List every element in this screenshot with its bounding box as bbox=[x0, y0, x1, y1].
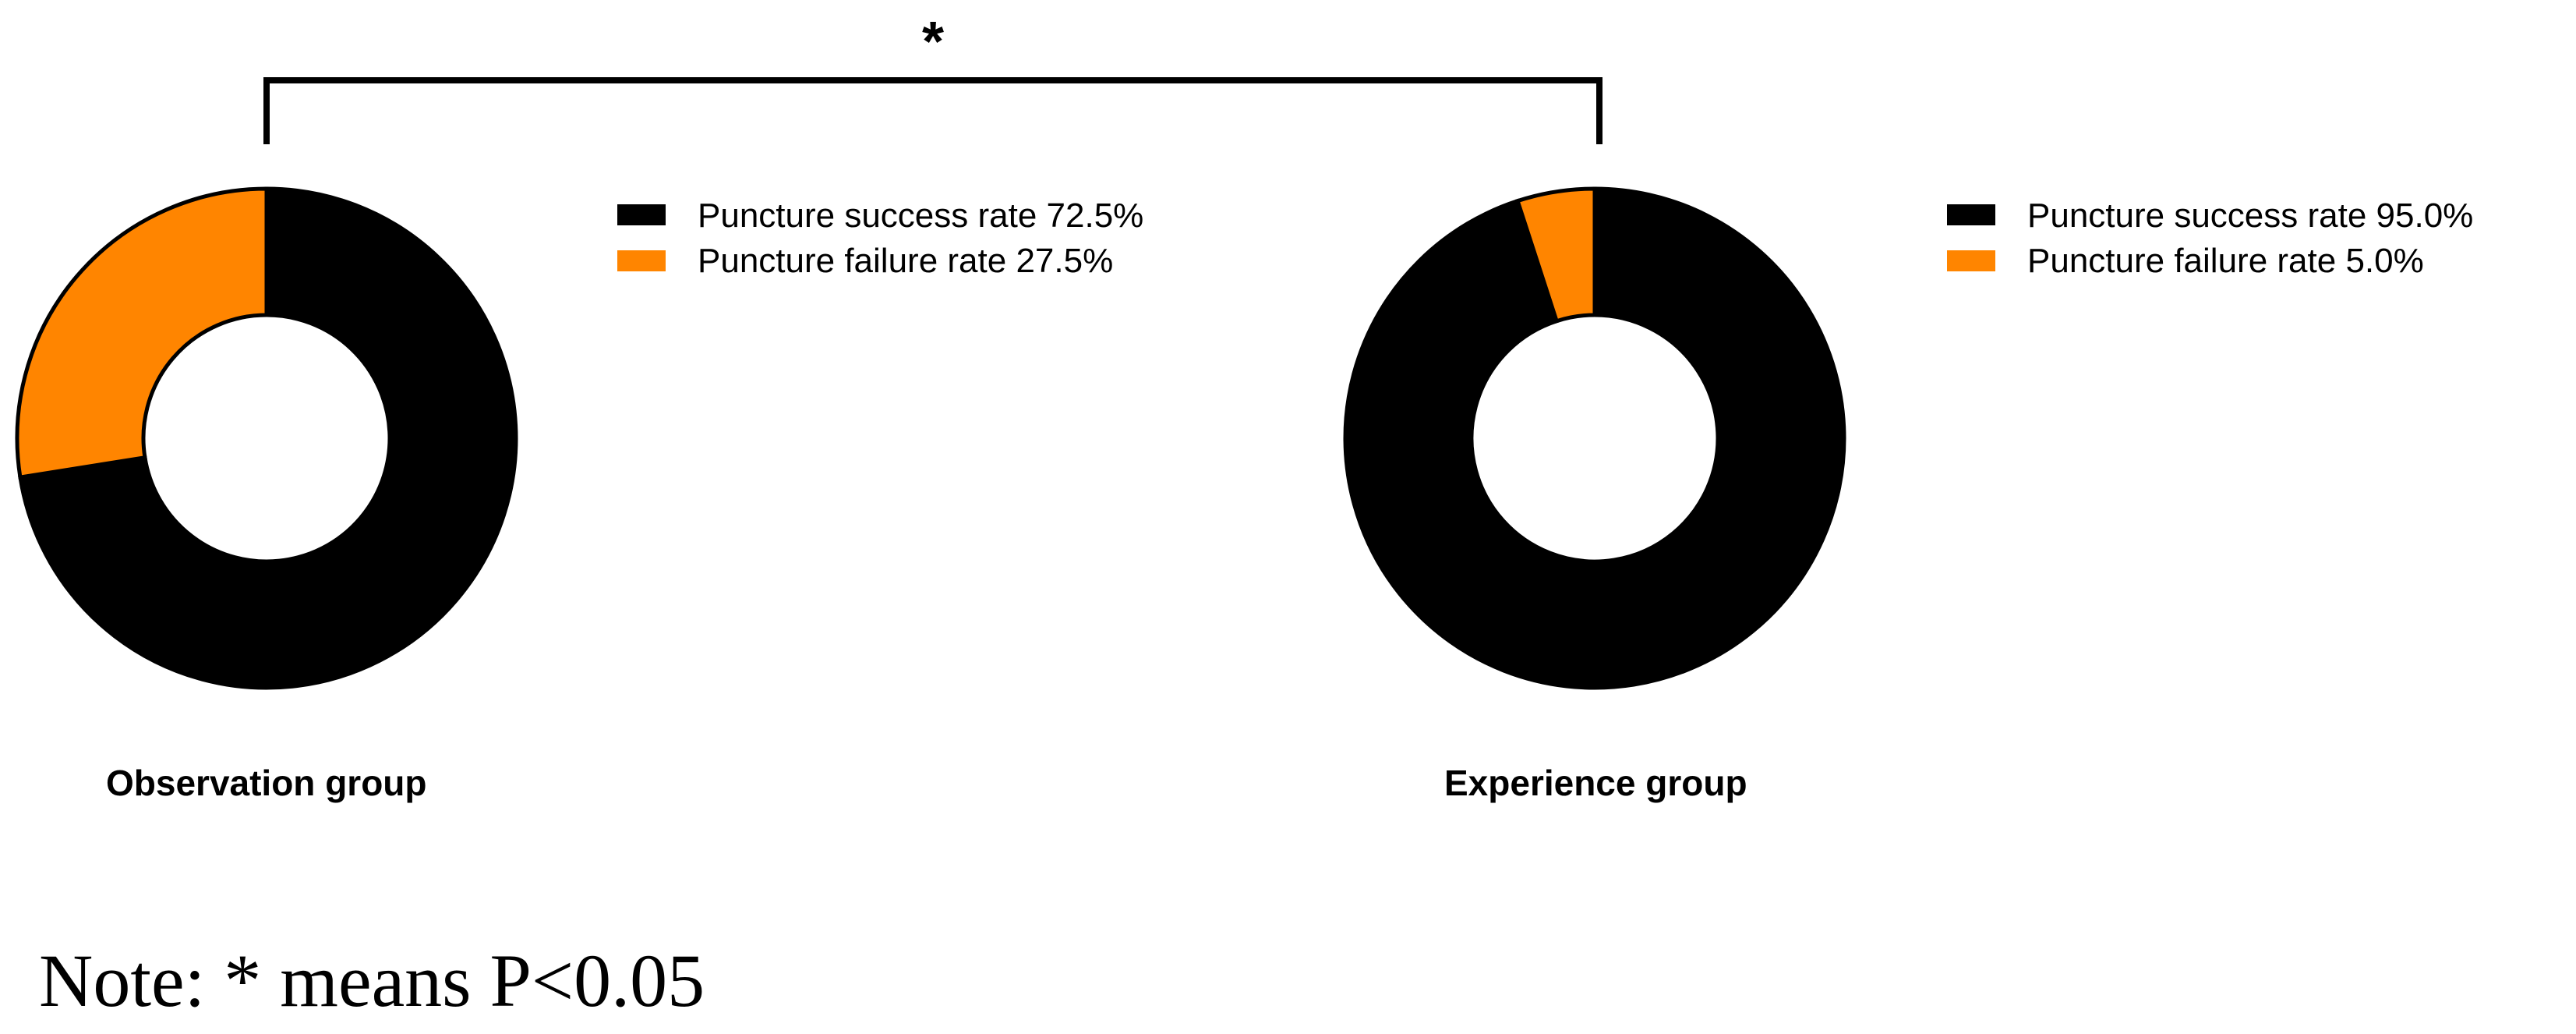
legend-label-failure-observation: Puncture failure rate 27.5% bbox=[698, 242, 1113, 280]
donut-chart-observation bbox=[15, 186, 518, 690]
donut-slice-observation-success bbox=[18, 186, 518, 690]
legend-swatch-success-experience bbox=[1947, 204, 1995, 225]
footnote: Note: * means P<0.05 bbox=[39, 939, 705, 1022]
significance-star: * bbox=[922, 11, 944, 73]
donut-chart-experience bbox=[1343, 186, 1846, 690]
legend-label-failure-experience: Puncture failure rate 5.0% bbox=[2027, 242, 2424, 280]
donut-slice-observation-failure bbox=[15, 186, 269, 480]
group-label-experience: Experience group bbox=[1444, 763, 1747, 803]
significance-bracket bbox=[263, 77, 1602, 144]
legend-swatch-success-observation bbox=[617, 204, 666, 225]
donut-slice-experience-success bbox=[1343, 186, 1846, 690]
group-label-observation: Observation group bbox=[106, 763, 426, 803]
legend-label-success-observation: Puncture success rate 72.5% bbox=[698, 197, 1143, 235]
donut-slice-experience-failure bbox=[1514, 186, 1597, 324]
legend-label-success-experience: Puncture success rate 95.0% bbox=[2027, 197, 2473, 235]
legend-swatch-failure-observation bbox=[617, 250, 666, 271]
legend-swatch-failure-experience bbox=[1947, 250, 1995, 271]
